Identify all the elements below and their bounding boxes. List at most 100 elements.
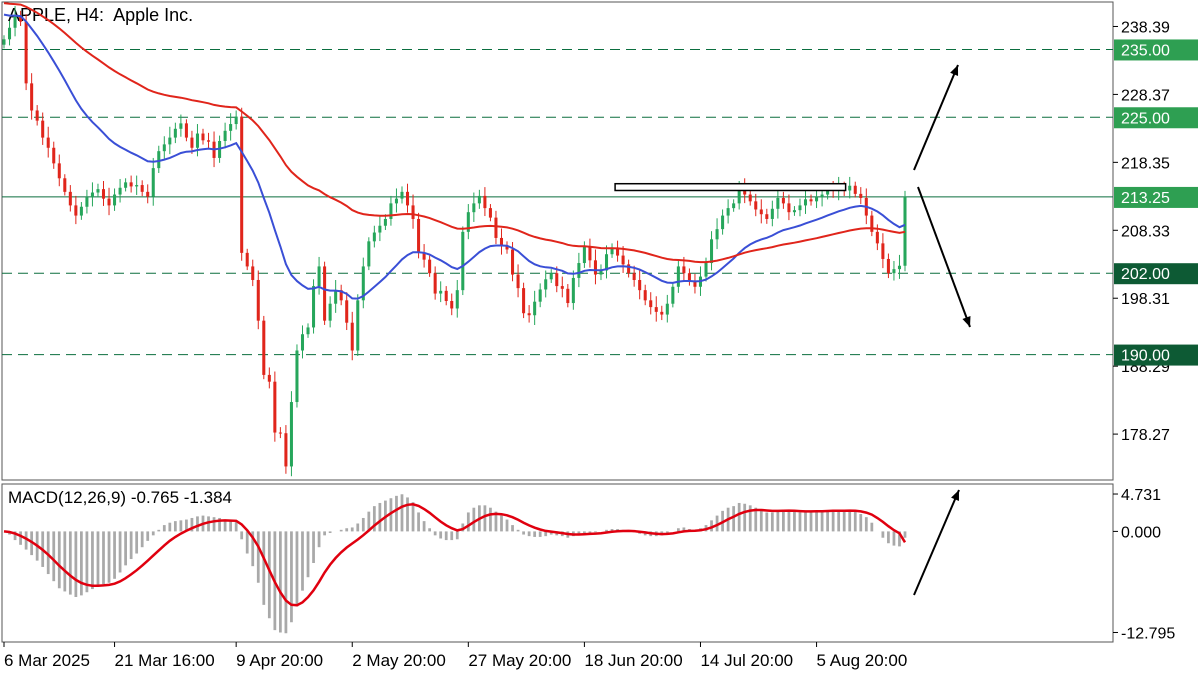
arrow-up-shaft [913,64,959,171]
candle-body [616,247,620,256]
candle-body [289,402,293,467]
y-tick-label: 198.31 [1121,291,1170,308]
candle-body [184,123,188,138]
macd-label: MACD(12,26,9) [8,488,127,507]
candle-body [339,290,343,301]
candle-body [577,263,581,278]
candle-body [610,247,614,255]
candle-body [334,290,338,304]
candle-body [522,288,526,314]
candle-body [693,281,697,287]
candle-body [505,246,509,250]
candle-body [383,218,387,226]
macd-tick-label: 0.000 [1121,524,1161,541]
y-tick-label: 208.33 [1121,223,1170,240]
level-label: 225.00 [1121,110,1170,127]
candle-body [638,279,642,291]
y-tick-label: 218.35 [1121,155,1170,172]
candle-body [19,15,23,22]
candle-body [516,274,520,289]
candle-body [671,286,675,304]
candle-body [30,83,34,111]
candle-body [8,27,12,40]
candle-body [411,205,415,219]
candle-body [538,289,542,302]
candle-body [803,199,808,206]
arrow-macd-up-head [951,490,959,501]
candle-body [682,266,686,274]
candle-body [809,199,813,202]
level-box [1114,263,1198,285]
macd-title: MACD(12,26,9) -0.765 -1.384 [8,488,232,508]
candle-body [74,205,78,216]
candle-body [245,252,249,267]
y-tick-label: 228.37 [1121,87,1170,104]
candle-body [417,218,421,253]
candle-body [853,185,857,194]
candle-body [267,374,271,382]
candle-body [13,15,17,28]
candle-body [870,215,874,232]
candle-body [781,197,785,204]
candle-body [621,255,625,265]
candle-body [118,187,122,195]
candle-body [815,197,819,202]
candle-body [444,290,448,302]
candle-body [792,210,796,213]
candle-body [544,279,548,290]
candle-body [135,185,139,187]
level-label: 202.00 [1121,266,1170,283]
candle-body [461,231,465,291]
candle-body [848,185,852,191]
candle-body [582,246,586,264]
candle-body [566,288,570,304]
candle-body [483,195,487,209]
candle-body [234,116,238,125]
candle-body [295,350,299,403]
level-box [1114,186,1198,208]
candle-body [405,191,410,206]
candle-body [57,163,61,179]
candle-body [654,307,658,312]
candle-body [892,269,896,274]
candle-body [726,208,730,216]
candle-body [389,203,393,219]
candle-body [46,137,50,148]
resistance-box [614,182,847,192]
x-tick-label: 18 Jun 20:00 [584,651,682,670]
candle-body [323,266,327,321]
candle-body [284,433,288,467]
candle-body [433,273,437,294]
candle-body [96,189,100,193]
candle-body [737,187,741,204]
macd-values: -0.765 -1.384 [130,488,232,507]
macd-tick-label: 4.731 [1121,487,1161,504]
candle-body [278,432,282,434]
candle-body [63,178,67,192]
candle-body [676,266,680,287]
candle-body [477,195,481,204]
candle-body [665,303,669,315]
x-tick-label: 14 Jul 20:00 [700,651,793,670]
candle-body [527,313,531,316]
candle-body [107,198,111,206]
candle-body [704,263,708,277]
candle-body [798,205,802,211]
candle-body [400,191,404,199]
candle-body [328,303,332,321]
candle-body [101,189,106,199]
candle-body [787,203,791,213]
candle-body [897,265,901,270]
candle-body [748,194,752,202]
candle-body [499,237,504,247]
candle-body [35,110,39,121]
macd-signal-line [3,503,907,607]
candle-body [356,300,360,351]
candle-body [549,273,553,280]
candle-body [599,270,603,275]
candlesticks [2,6,907,477]
candle-body [350,322,354,351]
candle-body [643,290,647,301]
candle-body [715,229,719,240]
